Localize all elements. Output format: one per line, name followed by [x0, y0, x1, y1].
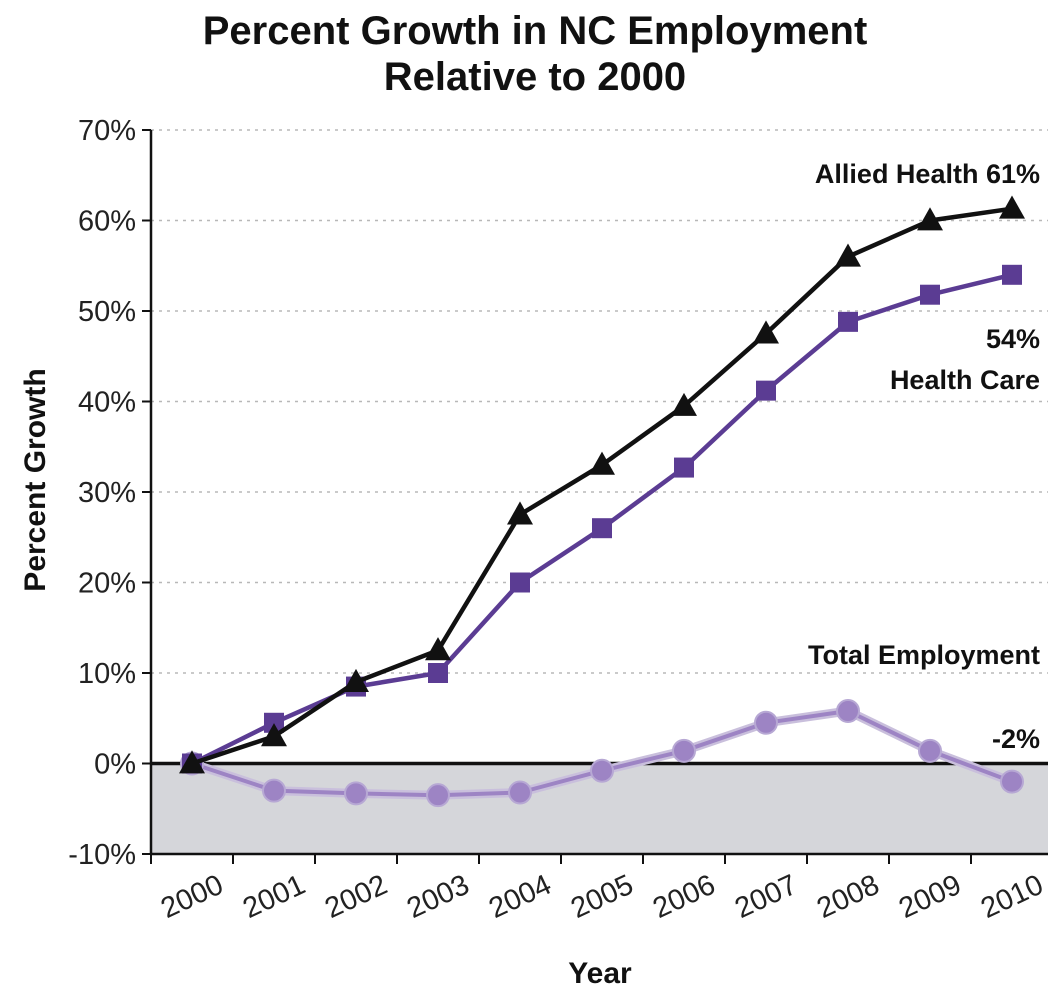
health-care-point	[510, 572, 530, 593]
allied-health-point	[753, 320, 779, 344]
chart-title: Percent Growth in NC Employment Relative…	[0, 8, 1049, 100]
health-care-point	[838, 311, 858, 332]
allied-health-point	[917, 207, 943, 231]
x-tick-label: 2008	[812, 869, 884, 925]
x-tick-label: 2005	[566, 869, 638, 925]
total-employment-point	[754, 710, 778, 735]
health-care-point	[756, 380, 776, 401]
x-tick-label: 2010	[976, 869, 1048, 925]
allied-health-point	[179, 750, 205, 774]
total-employment-annotation: Total Employment	[808, 640, 1040, 670]
health-care-value-annotation: 54%	[986, 324, 1040, 354]
x-tick-label: 2001	[238, 869, 310, 925]
y-tick-label: 20%	[78, 568, 136, 600]
x-tick-label: 2007	[730, 869, 802, 925]
health-care-point	[1002, 264, 1022, 285]
y-tick-label: 70%	[78, 115, 136, 147]
x-tick-label: 2000	[156, 869, 228, 925]
allied-health-point	[425, 637, 451, 661]
allied-health-point	[589, 451, 615, 475]
gridlines	[151, 129, 1048, 674]
x-tick-label: 2003	[402, 869, 474, 925]
health-care-point	[920, 284, 940, 305]
total-employment-point	[672, 738, 696, 763]
y-tick-label: -10%	[68, 839, 136, 871]
total-employment-point	[508, 780, 532, 805]
health-care-name-annotation: Health Care	[890, 365, 1040, 395]
x-tick-label: 2009	[894, 869, 966, 925]
total-employment-point	[836, 699, 860, 724]
total-employment-point	[344, 781, 368, 806]
allied-line	[191, 206, 1013, 766]
y-tick-label: 10%	[78, 658, 136, 690]
y-tick-label: 30%	[78, 477, 136, 509]
labels: Allied Health 61% 54% Health Care Total …	[19, 115, 1048, 990]
health-care-point	[592, 518, 612, 539]
allied-health-point	[507, 501, 533, 525]
y-tick-label: 0%	[94, 749, 136, 781]
x-tick-label: 2006	[648, 869, 720, 925]
y-axis-title: Percent Growth	[19, 368, 52, 591]
allied-health-point	[261, 723, 287, 747]
y-tick-label: 60%	[78, 206, 136, 238]
health-care-point	[428, 663, 448, 683]
health-care-point	[674, 457, 694, 478]
allied-health-point	[671, 392, 697, 416]
total-employment-point	[262, 778, 286, 803]
axes	[142, 129, 1048, 864]
total-employment-value-annotation: -2%	[992, 724, 1040, 754]
y-tick-label: 40%	[78, 387, 136, 419]
x-tick-label: 2004	[484, 869, 556, 925]
allied-health-annotation: Allied Health 61%	[815, 159, 1040, 189]
allied-health-point	[999, 195, 1025, 219]
total-employment-point	[426, 783, 450, 808]
total-employment-point	[918, 738, 942, 763]
x-tick-label: 2002	[320, 869, 392, 925]
series-group	[179, 195, 1025, 808]
health-care-point	[264, 712, 284, 733]
x-axis-title: Year	[568, 957, 632, 990]
chart-title-line-2: Relative to 2000	[383, 55, 687, 99]
y-tick-label: 50%	[78, 296, 136, 328]
chart-title-line-1: Percent Growth in NC Employment	[202, 9, 868, 53]
total-employment-point	[1000, 769, 1024, 794]
allied-health-point	[835, 243, 861, 267]
allied-health-point	[343, 668, 369, 692]
total-employment-point	[590, 758, 614, 783]
